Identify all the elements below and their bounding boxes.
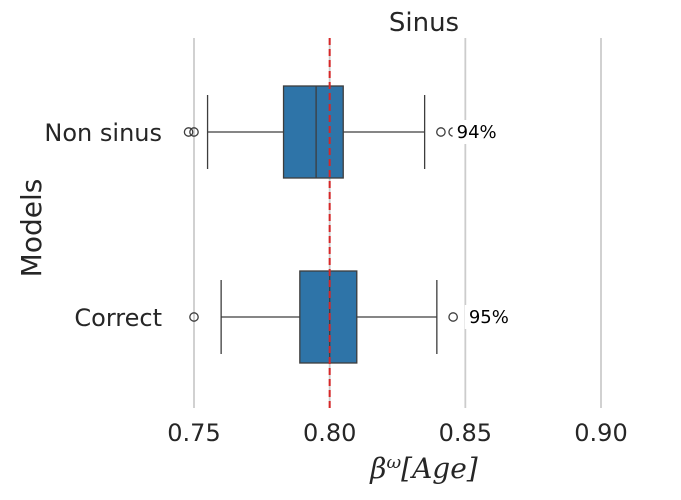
box-layer: 94% 95%	[183, 85, 515, 364]
annotation-label: 95%	[469, 307, 509, 328]
outlier-point	[189, 312, 199, 322]
box-iqr	[282, 85, 344, 179]
grid-layer	[193, 38, 602, 408]
x-axis-label-rest: [Age]	[401, 452, 478, 485]
outlier-point	[189, 127, 199, 137]
label-layer: Sinus Models βω[Age] 0.75 0.80 0.85 0.90 Non…	[15, 8, 628, 485]
x-tick-label: 0.90	[574, 419, 627, 447]
box-group: 95%	[189, 270, 515, 364]
x-tick-label: 0.75	[167, 419, 220, 447]
y-tick-label: Non sinus	[44, 119, 162, 147]
outlier-point	[183, 127, 194, 137]
box-iqr	[299, 270, 358, 364]
annotation-label: 94%	[457, 122, 497, 143]
x-axis-label-sup: ω	[386, 452, 401, 473]
y-axis-label: Models	[15, 179, 48, 278]
outlier-point	[436, 127, 446, 137]
x-tick-label: 0.80	[303, 419, 356, 447]
x-axis-label: βω[Age]	[369, 452, 478, 486]
annotation-bg	[464, 305, 515, 329]
x-axis-label-base: β	[369, 452, 386, 485]
chart-title: Sinus	[389, 8, 459, 38]
y-tick-label: Correct	[74, 304, 162, 332]
box-group: 94%	[183, 85, 503, 179]
x-tick-label: 0.85	[439, 419, 492, 447]
outlier-point	[448, 312, 458, 322]
annotation-bg	[452, 120, 503, 144]
